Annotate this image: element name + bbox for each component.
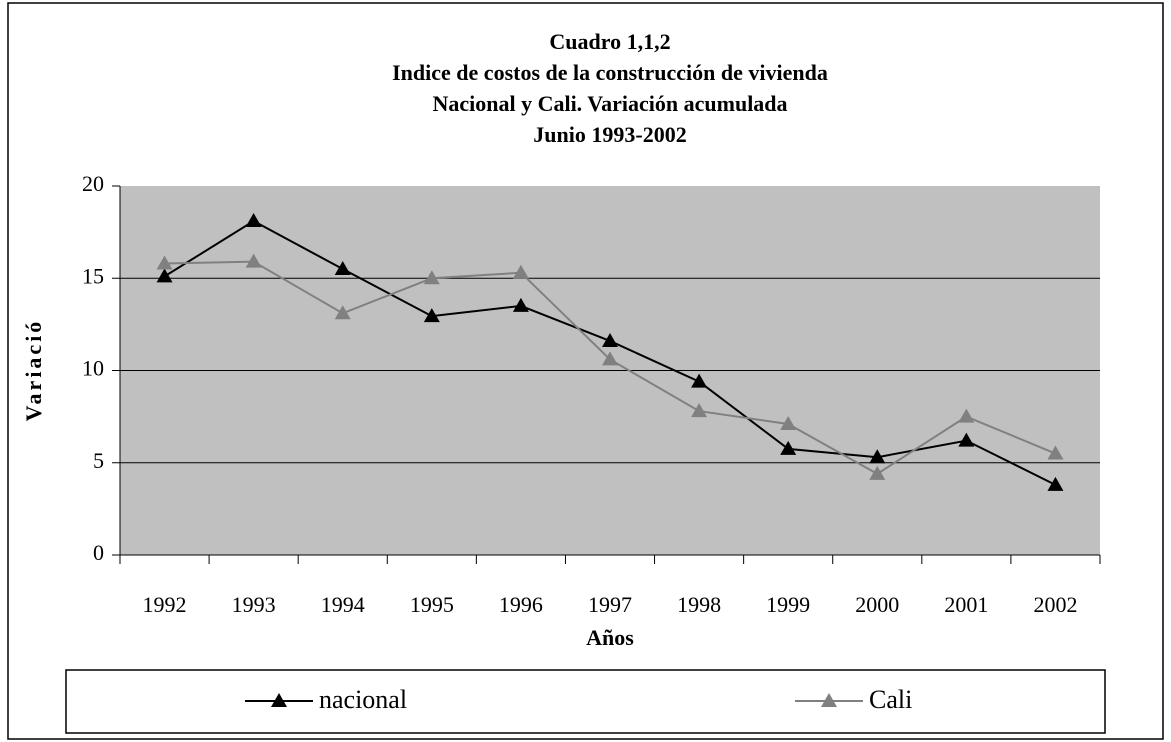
- x-tick-label: 1993: [232, 592, 276, 617]
- marker: [602, 332, 618, 347]
- legend-marker: [271, 693, 287, 707]
- marker: [602, 351, 618, 366]
- y-tick-label: 20: [82, 171, 104, 196]
- marker: [1047, 476, 1064, 491]
- marker: [1047, 445, 1064, 460]
- marker: [423, 308, 440, 323]
- x-axis-label: Años: [586, 625, 634, 650]
- marker: [245, 213, 262, 228]
- marker: [958, 432, 975, 447]
- marker: [334, 305, 351, 320]
- marker: [869, 465, 886, 480]
- marker: [423, 270, 440, 285]
- legend-label: nacional: [319, 685, 407, 714]
- x-tick-label: 2002: [1033, 592, 1077, 617]
- legend-marker: [821, 693, 837, 707]
- legend-label: Cali: [869, 685, 912, 714]
- chart-title: Cuadro 1,1,2: [549, 29, 670, 54]
- y-tick-label: 5: [93, 448, 104, 473]
- x-tick-label: 1996: [499, 592, 543, 617]
- y-tick-label: 0: [93, 540, 104, 565]
- chart-title: Junio 1993-2002: [533, 122, 686, 147]
- x-tick-label: 2001: [944, 592, 988, 617]
- marker: [780, 416, 797, 431]
- marker: [691, 403, 708, 418]
- x-tick-label: 1992: [143, 592, 187, 617]
- y-tick-label: 15: [82, 263, 104, 288]
- y-tick-label: 10: [82, 356, 104, 381]
- chart-title: Nacional y Cali. Variación acumulada: [432, 91, 787, 116]
- x-tick-label: 2000: [855, 592, 899, 617]
- marker: [334, 261, 351, 276]
- marker: [156, 268, 173, 283]
- marker: [780, 440, 797, 455]
- x-tick-label: 1999: [766, 592, 810, 617]
- marker: [958, 408, 975, 423]
- x-tick-label: 1997: [588, 592, 632, 617]
- x-tick-label: 1994: [321, 592, 365, 617]
- marker: [512, 297, 529, 312]
- marker: [691, 373, 708, 388]
- y-axis-label: Variació: [21, 319, 46, 422]
- marker: [245, 253, 262, 268]
- chart-title: Indice de costos de la construcción de v…: [392, 60, 828, 85]
- x-tick-label: 1998: [677, 592, 721, 617]
- marker: [156, 255, 173, 270]
- legend-box: [65, 669, 1106, 734]
- marker: [869, 449, 886, 464]
- x-tick-label: 1995: [410, 592, 454, 617]
- marker: [512, 264, 529, 279]
